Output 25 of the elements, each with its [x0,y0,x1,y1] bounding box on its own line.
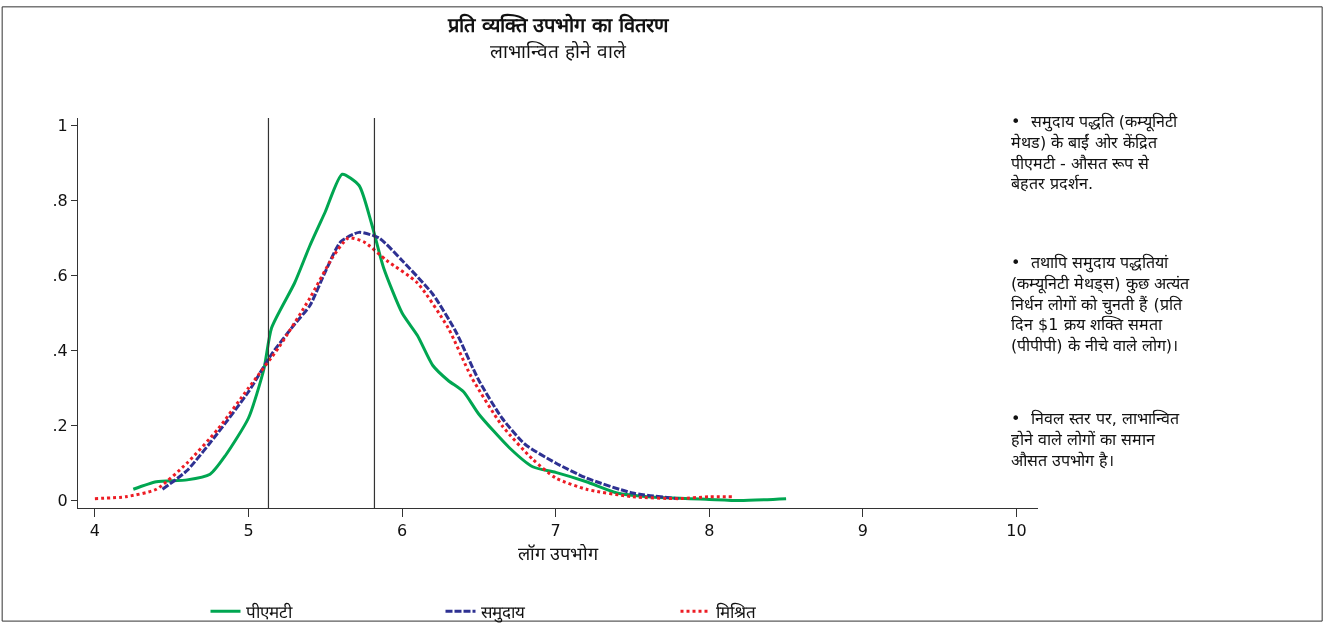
x-tick-label: 6 [397,521,408,541]
line-series [160,230,681,501]
annotation: • समुदाय पद्धति (कम्यूनिटी मेथड) के बाईं ओर केंद्रित पीएमटी - औसत रूप से बेहतर प्रदर्शन. [1011,112,1179,194]
x-tick-label: 9 [857,521,868,541]
x-tick-label: 7 [550,521,561,541]
x-tick-label: 5 [243,521,254,541]
legend-label: पीएमटी [245,601,293,622]
annotation: • निवल स्तर पर, लाभान्वित होने वाले लोगों का समान औसत उपभोग है। [1011,409,1180,470]
y-tick-label: .2 [52,416,68,436]
x-tick-label: 10 [1006,521,1027,541]
y-tick-label: 0 [57,491,68,511]
y-tick-label: .4 [52,341,68,361]
chart-title: प्रति व्यक्ति उपभोग का वितरण [446,13,671,38]
legend-label: समुदाय [480,601,526,623]
x-axis-title: लॉग उपभोग [517,543,600,565]
line-series [131,172,788,502]
line-series [93,236,734,501]
x-tick-label: 4 [89,521,100,541]
y-tick-label: 1 [57,116,68,136]
annotation: • तथापि समुदाय पद्धतियां (कम्यूनिटी मेथड्स) कुछ अत्यंत निर्धन लोगों को चुनती हैं (प्रति दिन $1 क्रय शक्ति समता (पीपीपी) के नीचे वाले लोग)। [1011,253,1190,356]
chart-subtitle: लाभान्वित होने वाले [489,40,628,63]
legend-label: मिश्रित [715,601,756,622]
x-tick-label: 8 [704,521,715,541]
y-tick-label: .6 [52,266,68,286]
y-tick-label: .8 [52,191,68,211]
